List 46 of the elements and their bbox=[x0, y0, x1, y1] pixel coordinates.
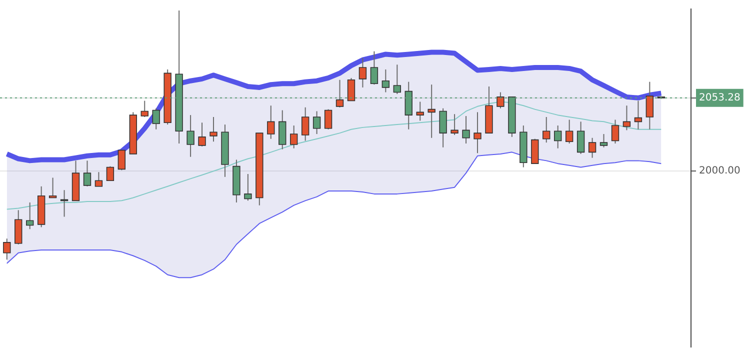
candlestick bbox=[428, 84, 436, 138]
candlestick bbox=[152, 108, 160, 130]
candlestick bbox=[622, 105, 631, 131]
candlestick bbox=[3, 238, 11, 260]
candlestick bbox=[324, 108, 332, 130]
candlestick bbox=[290, 125, 298, 149]
candlestick bbox=[312, 110, 321, 135]
candlestick bbox=[186, 114, 194, 158]
candlestick bbox=[634, 100, 642, 130]
candlestick bbox=[439, 108, 447, 148]
candlestick bbox=[393, 64, 401, 95]
candlestick bbox=[646, 81, 654, 130]
candlestick bbox=[611, 119, 620, 144]
candlestick bbox=[48, 177, 57, 198]
candlestick bbox=[347, 77, 356, 102]
candlestick bbox=[244, 174, 252, 202]
candlestick bbox=[336, 79, 344, 108]
candlestick bbox=[542, 116, 550, 144]
candlestick bbox=[106, 166, 114, 182]
candlestick bbox=[554, 125, 562, 149]
candlestick bbox=[565, 119, 574, 144]
candlestick bbox=[267, 105, 275, 140]
candlestick bbox=[496, 92, 504, 109]
candlestick bbox=[416, 101, 424, 122]
candlestick bbox=[474, 112, 482, 154]
y-tick-label: 2053.28 bbox=[699, 92, 740, 104]
candlestick bbox=[83, 160, 92, 187]
candlestick bbox=[370, 50, 378, 86]
candlestick bbox=[94, 172, 103, 187]
y-tick-label: 2000.00 bbox=[699, 166, 740, 177]
candlestick bbox=[118, 148, 126, 171]
candlestick bbox=[358, 58, 367, 88]
candlestick bbox=[462, 116, 470, 144]
candlestick bbox=[301, 106, 310, 142]
candlestick bbox=[600, 134, 608, 148]
candlestick bbox=[576, 121, 585, 154]
candlestick bbox=[210, 116, 218, 142]
candlestick bbox=[198, 122, 206, 147]
candlestick bbox=[588, 137, 596, 158]
candlestick bbox=[14, 210, 22, 245]
candlestick bbox=[531, 138, 539, 164]
candlestick bbox=[140, 100, 148, 118]
candlestick bbox=[382, 68, 390, 93]
candlestick bbox=[450, 114, 458, 136]
candlestick bbox=[26, 202, 34, 230]
candlestick bbox=[278, 110, 286, 150]
